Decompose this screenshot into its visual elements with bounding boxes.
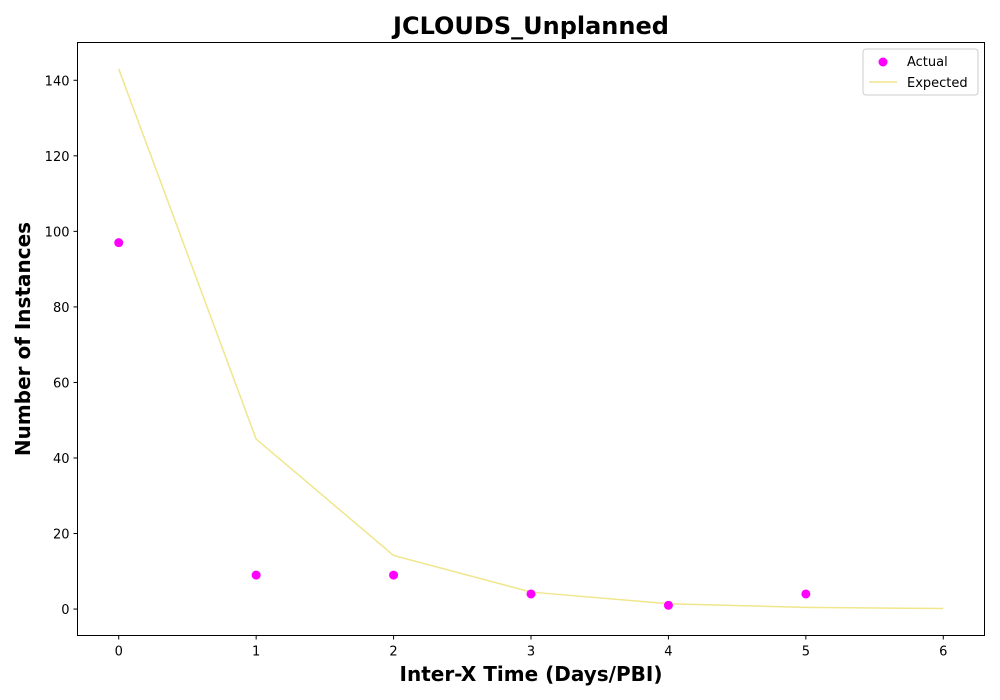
x-tick-label: 2 (389, 645, 397, 660)
y-axis: 0 20 40 60 80 100 120 140 (45, 74, 78, 618)
x-axis-label: Inter-X Time (Days/PBI) (400, 662, 663, 686)
series-layer (114, 68, 944, 610)
x-axis: 0 1 2 3 4 5 6 (115, 635, 947, 660)
x-tick-label: 5 (802, 645, 810, 660)
y-tick-label: 100 (45, 225, 70, 240)
plot-area (77, 42, 985, 636)
actual-point (251, 570, 261, 580)
y-tick-label: 20 (53, 528, 70, 543)
legend-box (862, 48, 979, 96)
actual-point (526, 589, 536, 599)
chart-title: JCLOUDS_Unplanned (391, 12, 669, 40)
y-tick-label: 80 (53, 301, 70, 316)
x-tick-label: 6 (939, 645, 947, 660)
actual-point (663, 600, 673, 610)
legend-actual-label: Actual (907, 55, 948, 70)
x-tick-label: 0 (115, 645, 123, 660)
legend: Actual Expected (862, 48, 979, 96)
y-tick-label: 140 (45, 74, 70, 89)
x-tick-label: 1 (252, 645, 260, 660)
y-tick-label: 120 (45, 150, 70, 165)
y-tick-label: 40 (53, 452, 70, 467)
legend-actual-marker (878, 57, 888, 67)
y-tick-label: 0 (61, 603, 69, 618)
actual-point (389, 570, 399, 580)
legend-expected-label: Expected (907, 76, 968, 91)
y-axis-label: Number of Instances (11, 222, 35, 456)
actual-point (801, 589, 811, 599)
expected-line (118, 68, 944, 610)
x-tick-label: 3 (527, 645, 535, 660)
x-tick-label: 4 (664, 645, 672, 660)
y-tick-label: 60 (53, 376, 70, 391)
actual-point (114, 238, 124, 248)
